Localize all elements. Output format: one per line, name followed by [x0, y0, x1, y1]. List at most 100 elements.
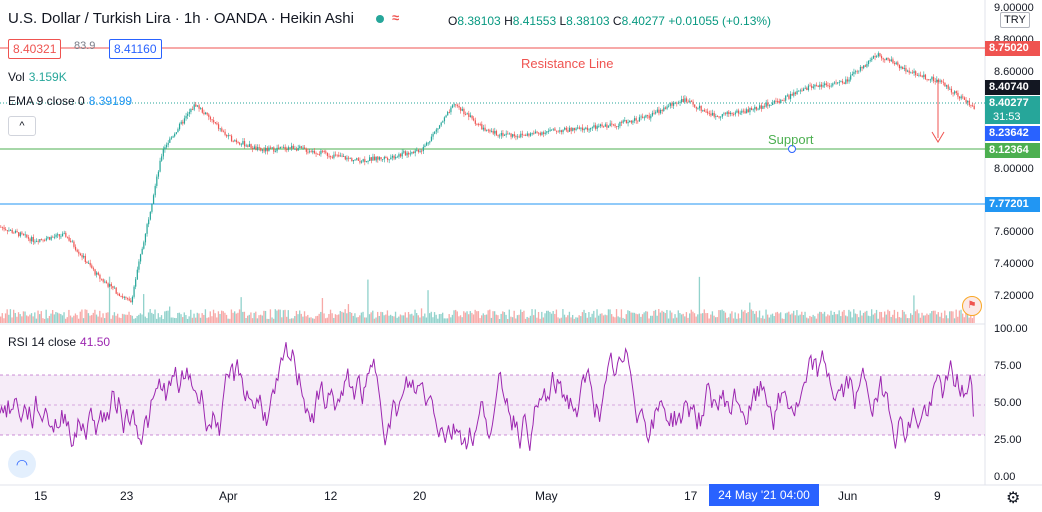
- candle-body: [503, 134, 506, 136]
- volume-bar: [316, 315, 319, 323]
- volume-bar: [464, 312, 467, 323]
- candle-body: [520, 133, 522, 138]
- symbol-title[interactable]: U.S. Dollar / Turkish Lira · 1h · OANDA …: [8, 10, 354, 27]
- candle-body: [876, 56, 878, 58]
- volume-bar: [121, 313, 124, 323]
- volume-bar: [806, 317, 808, 323]
- volume-bar: [940, 312, 943, 323]
- volume-bar: [568, 311, 571, 323]
- candle-body: [755, 106, 758, 110]
- volume-bar: [531, 309, 533, 323]
- currency-button[interactable]: TRY: [1000, 12, 1030, 28]
- volume-bar: [164, 311, 166, 323]
- candle-body: [513, 134, 515, 137]
- candle-body: [463, 109, 465, 115]
- candle-body: [227, 135, 229, 137]
- volume-bar: [596, 309, 598, 323]
- volume-bar: [48, 315, 51, 323]
- candle-body: [973, 105, 975, 110]
- volume-bar: [364, 317, 366, 323]
- collapse-legend-button[interactable]: ^: [8, 116, 36, 136]
- volume-bar: [97, 316, 99, 323]
- volume-bar: [459, 315, 462, 323]
- ohlc-close: 8.40277: [621, 14, 665, 28]
- candle-body: [401, 152, 403, 157]
- volume-bar: [820, 312, 822, 323]
- price-tick: 7.20000: [994, 290, 1034, 302]
- volume-bar: [45, 309, 47, 323]
- candle-body: [278, 147, 280, 149]
- candle-body: [837, 82, 839, 84]
- candle-body: [131, 296, 134, 303]
- volume-bar: [32, 316, 34, 323]
- support-label[interactable]: Support: [768, 132, 814, 147]
- volume-bar: [833, 311, 835, 323]
- candle-body: [694, 104, 696, 107]
- candle-body: [858, 70, 860, 72]
- tradingview-logo-icon[interactable]: ◠: [8, 450, 36, 478]
- volume-bar: [768, 317, 770, 323]
- volume-bar: [427, 290, 429, 323]
- volume-bar: [563, 314, 566, 323]
- candle-body: [708, 113, 710, 115]
- ema-legend[interactable]: EMA 9 close 0 8.39199: [8, 94, 133, 108]
- volume-bar: [570, 317, 572, 323]
- candle-body: [416, 149, 418, 151]
- candle-body: [458, 105, 460, 108]
- candle-body: [824, 83, 826, 86]
- volume-bar: [47, 318, 49, 323]
- candle-body: [867, 60, 870, 65]
- volume-bar: [261, 315, 263, 323]
- volume-bar: [572, 314, 574, 323]
- candle-body: [37, 240, 39, 242]
- volume-bar: [583, 309, 585, 323]
- rsi-legend[interactable]: RSI 14 close 41.50: [8, 335, 111, 349]
- candle-body: [253, 146, 255, 149]
- volume-bar: [455, 309, 457, 323]
- rsi-tick: 50.00: [994, 397, 1022, 409]
- volume-bar: [643, 312, 645, 323]
- resistance-label[interactable]: Resistance Line: [521, 56, 614, 71]
- volume-bar: [82, 318, 85, 323]
- volume-bar: [879, 311, 881, 323]
- candle-body: [148, 219, 150, 225]
- volume-bar: [198, 313, 200, 323]
- support-anchor-dot[interactable]: [788, 145, 796, 153]
- volume-bar: [326, 317, 328, 323]
- candle-body: [586, 127, 589, 131]
- candle-body: [648, 115, 650, 119]
- volume-bar: [667, 318, 670, 323]
- candle-body: [370, 157, 372, 161]
- candle-body: [733, 114, 735, 115]
- volume-bar: [463, 311, 465, 323]
- settings-gear-icon[interactable]: ⚙: [1006, 490, 1021, 507]
- volume-bar: [357, 317, 359, 323]
- candle-body: [222, 131, 225, 133]
- volume-bar: [962, 313, 964, 323]
- volume-bar: [614, 317, 616, 323]
- volume-bar: [744, 310, 746, 323]
- candle-body: [833, 82, 836, 84]
- candle-body: [749, 107, 751, 113]
- candle-body: [157, 171, 160, 177]
- candle-body: [741, 110, 743, 113]
- economic-event-flag-icon[interactable]: ⚑: [962, 296, 982, 316]
- volume-bar: [658, 309, 660, 323]
- buy-button[interactable]: 8.41160: [109, 39, 162, 59]
- sell-button[interactable]: 8.40321: [8, 39, 62, 59]
- volume-legend[interactable]: Vol 3.159K: [8, 70, 67, 84]
- candle-body: [632, 120, 634, 123]
- candle-body: [120, 296, 122, 297]
- candle-body: [432, 133, 434, 137]
- candle-body: [289, 147, 291, 149]
- candle-body: [967, 100, 969, 103]
- volume-bar: [468, 314, 470, 323]
- candle-body: [557, 131, 559, 133]
- candle-body: [585, 127, 587, 129]
- volume-bar: [741, 309, 743, 323]
- candle-body: [204, 112, 207, 115]
- candle-body: [778, 101, 780, 104]
- candle-body: [477, 123, 480, 125]
